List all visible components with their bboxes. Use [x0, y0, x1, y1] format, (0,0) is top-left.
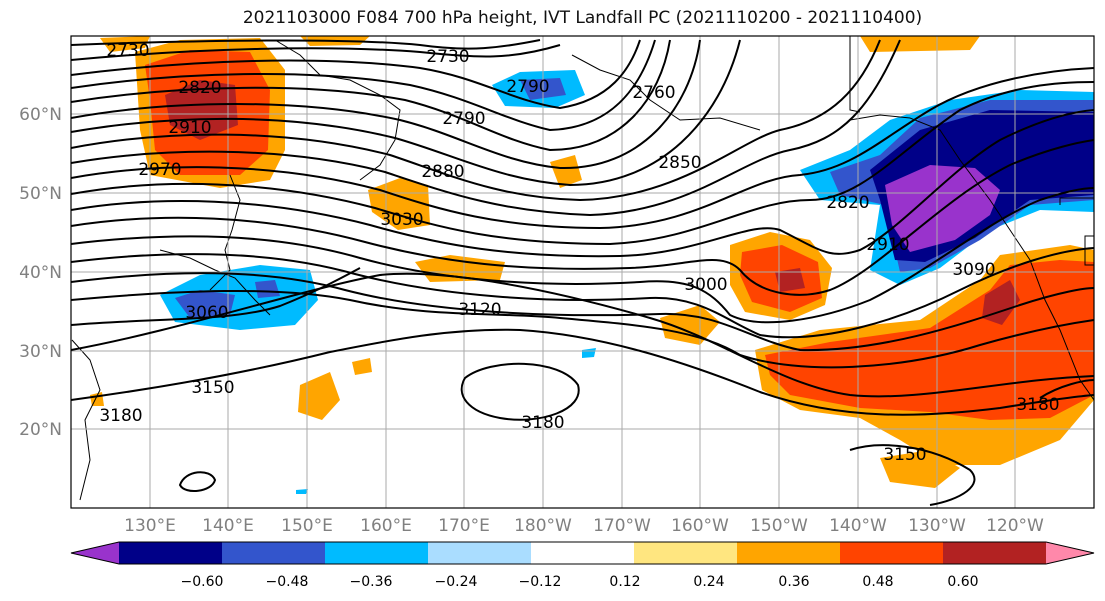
- contour-labels: 2730 2730 2820 2910 2970 2790 2760 2790 …: [99, 41, 1059, 465]
- lat-label: 40°N: [19, 263, 62, 283]
- contour-label: 2760: [632, 83, 675, 103]
- contour-line: [460, 362, 580, 421]
- contour-line: [71, 187, 1094, 324]
- contour-line: [71, 39, 881, 202]
- map-title: 2021103000 F084 700 hPa height, IVT Land…: [242, 8, 923, 28]
- colorbar-swatch: [119, 542, 223, 564]
- lat-label: 60°N: [19, 105, 62, 125]
- colorbar-swatch: [71, 542, 119, 564]
- contour-line: [71, 289, 1094, 369]
- contour-line: [71, 39, 701, 170]
- contour-label: 2730: [426, 47, 469, 67]
- contour-label: 3150: [883, 445, 926, 465]
- lon-label: 130°W: [908, 516, 966, 536]
- colorbar-swatches: [70, 541, 1095, 565]
- lat-label: 30°N: [19, 342, 62, 362]
- contour-line: [178, 471, 217, 492]
- colorbar-tick-label: 0.24: [693, 574, 724, 590]
- contour-label: 3180: [1016, 395, 1059, 415]
- colorbar-swatch: [1046, 542, 1094, 564]
- contour-label: 2790: [442, 109, 485, 129]
- contour-label: 3150: [191, 378, 234, 398]
- contour-label: 2910: [168, 118, 211, 138]
- lat-label: 50°N: [19, 184, 62, 204]
- contour-line: [71, 247, 1094, 339]
- contour-line: [71, 272, 1094, 352]
- contour-label: 2910: [866, 235, 909, 255]
- contour-label: 2730: [106, 41, 149, 61]
- latitude-labels: 60°N 50°N 40°N 30°N 20°N: [19, 105, 62, 440]
- contour-line: [849, 444, 976, 506]
- lon-label: 180°W: [514, 516, 572, 536]
- lon-label: 140°E: [202, 516, 254, 536]
- contour-label: 3180: [99, 406, 142, 426]
- height-contours: [71, 39, 1094, 506]
- lon-label: 170°W: [593, 516, 651, 536]
- contour-label: 2820: [826, 193, 869, 213]
- colorbar-outline: [70, 541, 1095, 565]
- contour-label: 3030: [380, 210, 423, 230]
- contour-label: 2790: [506, 77, 549, 97]
- contour-line: [71, 328, 1094, 416]
- colorbar-swatch: [325, 542, 429, 564]
- colorbar-tick-label: −0.48: [266, 574, 309, 590]
- lon-label: 160°E: [360, 516, 412, 536]
- contour-label: 2850: [658, 153, 701, 173]
- colorbar-swatch: [737, 542, 841, 564]
- colorbar-tick-label: 0.36: [778, 574, 809, 590]
- colorbar-swatch: [634, 542, 738, 564]
- colorbar-tick-label: 0.12: [609, 574, 640, 590]
- contour-line: [71, 39, 641, 110]
- lon-label: 150°E: [281, 516, 333, 536]
- contour-line: [71, 39, 901, 217]
- contour-line: [71, 267, 361, 326]
- colorbar-tick-label: −0.36: [350, 574, 393, 590]
- contour-label: 3090: [952, 260, 995, 280]
- contour-line: [1039, 379, 1094, 399]
- colorbar-tick-label: −0.24: [435, 574, 478, 590]
- contour-line: [71, 44, 561, 61]
- lon-label: 130°E: [124, 516, 176, 536]
- contour-line: [71, 109, 1094, 258]
- contour-label: 3060: [185, 303, 228, 323]
- colorbar-swatch: [943, 542, 1047, 564]
- contour-line: [71, 139, 1094, 296]
- contour-line: [71, 39, 656, 132]
- contour-line: [71, 39, 671, 152]
- lat-label: 20°N: [19, 420, 62, 440]
- contour-label: 2970: [138, 160, 181, 180]
- contour-label: 2880: [421, 162, 464, 182]
- colorbar-ticks: −0.60 −0.48 −0.36 −0.24 −0.12 0.12 0.24 …: [181, 574, 979, 590]
- map-frame: [70, 35, 1095, 509]
- contour-line: [71, 67, 1094, 230]
- lon-label: 170°E: [438, 516, 490, 536]
- contour-line: [71, 39, 541, 50]
- colorbar-tick-label: 0.48: [862, 574, 893, 590]
- colorbar-swatch: [222, 542, 326, 564]
- longitude-labels: 130°E 140°E 150°E 160°E 170°E 180°W 170°…: [124, 516, 1044, 536]
- colorbar-swatch: [531, 542, 635, 564]
- contour-label: 3120: [458, 300, 501, 320]
- contour-line: [71, 39, 741, 187]
- colorbar-swatch: [840, 542, 944, 564]
- colorbar: −0.60 −0.48 −0.36 −0.24 −0.12 0.12 0.24 …: [70, 541, 1095, 590]
- contour-line: [71, 272, 1094, 398]
- contour-line: [71, 81, 1094, 246]
- lon-label: 120°W: [986, 516, 1044, 536]
- colorbar-swatch: [428, 542, 532, 564]
- colorbar-tick-label: −0.60: [181, 574, 224, 590]
- lon-label: 150°W: [750, 516, 808, 536]
- lon-label: 140°W: [829, 516, 887, 536]
- lon-label: 160°W: [671, 516, 729, 536]
- contour-label: 3000: [684, 275, 727, 295]
- colorbar-tick-label: −0.12: [519, 574, 562, 590]
- contour-label: 3180: [521, 413, 564, 433]
- colorbar-tick-label: 0.60: [947, 574, 978, 590]
- contour-label: 2820: [178, 78, 221, 98]
